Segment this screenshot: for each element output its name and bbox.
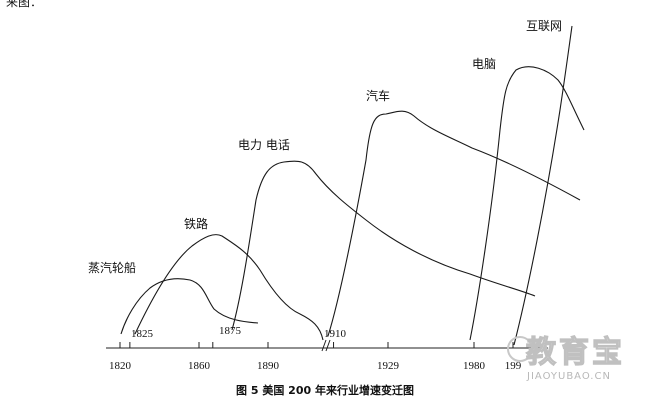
axis-tick-label: 199 bbox=[505, 360, 522, 372]
series-label: 电力 电话 bbox=[238, 138, 290, 152]
series-label: 互联网 bbox=[526, 19, 562, 33]
watermark-domain-text: JIAOYUBAO.CN bbox=[526, 371, 611, 382]
series-label: 电脑 bbox=[472, 57, 496, 71]
caption-text: 图 5 美国 200 年来行业增速变迁图 bbox=[236, 383, 414, 397]
axis-break-mark bbox=[321, 339, 331, 352]
series-label: 铁路 bbox=[184, 216, 208, 231]
top-fragment-text: 来图： bbox=[6, 0, 42, 9]
axis-tick-label: 1980 bbox=[463, 360, 486, 372]
series-curve-3 bbox=[231, 160, 536, 331]
series-label: 蒸汽轮船 bbox=[88, 260, 136, 275]
top-text-fragment: 来图： bbox=[6, 0, 42, 9]
watermark-logo-text: 教育宝 bbox=[526, 335, 625, 370]
onset-label: 1875 bbox=[219, 325, 242, 337]
onset-label: 1910 bbox=[324, 328, 347, 340]
series-curve-5 bbox=[469, 66, 585, 341]
axis-tick-label: 1890 bbox=[257, 360, 280, 372]
axis-tick-label: 1860 bbox=[188, 360, 211, 372]
industry-curves bbox=[120, 25, 585, 346]
series-curve-6 bbox=[513, 25, 573, 346]
series-label: 汽车 bbox=[366, 88, 390, 103]
series-curve-2 bbox=[134, 234, 324, 341]
time-axis: 1820 1860 1890 1929 1980 199 bbox=[106, 339, 548, 372]
series-labels: 蒸汽轮船 铁路 电力 电话 汽车 电脑 互联网 bbox=[88, 19, 562, 275]
figure-caption: 图 5 美国 200 年来行业增速变迁图 bbox=[236, 383, 414, 397]
watermark-badge bbox=[507, 336, 533, 362]
axis-tick-label: 1820 bbox=[109, 360, 132, 372]
axis-tick-label: 1929 bbox=[377, 360, 400, 372]
series-curve-1 bbox=[120, 278, 259, 335]
onset-labels: 1825 1875 1910 bbox=[131, 325, 347, 340]
onset-label: 1825 bbox=[131, 328, 154, 340]
series-curve-4 bbox=[327, 110, 581, 337]
